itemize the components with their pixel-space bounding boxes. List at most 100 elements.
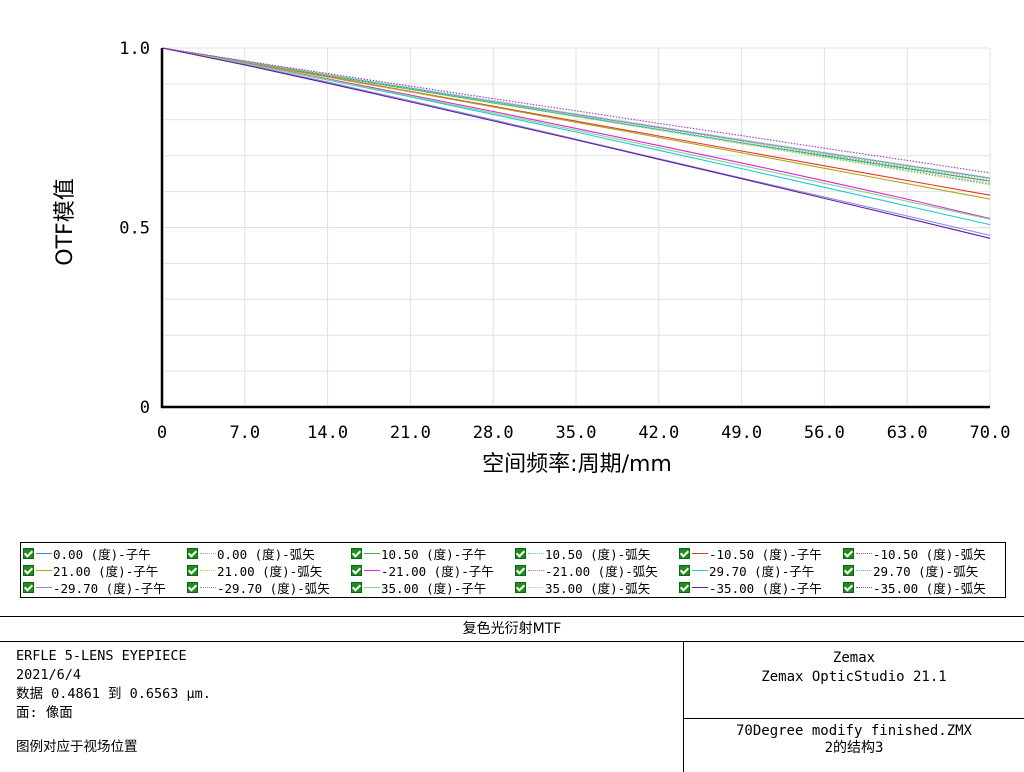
legend-checkbox[interactable] <box>515 565 526 576</box>
series-line-9 <box>161 47 991 220</box>
legend-swatch <box>200 553 216 554</box>
legend-item: 21.00 (度)-弧矢 <box>187 561 351 580</box>
footer-horizontal-divider <box>683 718 1024 719</box>
software-block: Zemax Zemax OpticStudio 21.1 <box>684 649 1024 687</box>
date: 2021/6/4 <box>16 667 82 683</box>
legend-swatch <box>200 587 216 588</box>
x-tick-label: 0 <box>157 423 167 443</box>
legend-checkbox[interactable] <box>187 548 198 559</box>
legend-item: -21.00 (度)-弧矢 <box>515 561 679 580</box>
x-tick-label: 21.0 <box>390 423 431 443</box>
legend-row: -29.70 (度)-子午 -29.70 (度)-弧矢 35.00 (度)-子午 35… <box>23 579 1005 596</box>
legend-note: 图例对应于视场位置 <box>16 739 138 755</box>
legend-label: -10.50 (度)-弧矢 <box>873 547 986 562</box>
legend-swatch <box>856 570 872 571</box>
legend-swatch <box>364 587 380 588</box>
legend-item: -35.00 (度)-子午 <box>679 578 843 597</box>
x-tick-label: 49.0 <box>721 423 762 443</box>
x-tick-label: 42.0 <box>638 423 679 443</box>
x-tick-label: 28.0 <box>473 423 514 443</box>
legend-checkbox[interactable] <box>515 582 526 593</box>
series-line-1 <box>161 47 991 179</box>
legend-item: -10.50 (度)-弧矢 <box>843 544 1003 563</box>
legend-checkbox[interactable] <box>679 565 690 576</box>
legend-checkbox[interactable] <box>23 548 34 559</box>
legend-checkbox[interactable] <box>23 582 34 593</box>
footer-vertical-divider <box>683 642 684 772</box>
legend-label: 35.00 (度)-子午 <box>381 581 487 596</box>
series-line-8 <box>161 47 991 186</box>
legend-swatch <box>856 587 872 588</box>
legend-checkbox[interactable] <box>843 582 854 593</box>
legend-checkbox[interactable] <box>679 548 690 559</box>
series-line-15 <box>161 47 991 220</box>
legend-checkbox[interactable] <box>843 548 854 559</box>
legend-item: -21.00 (度)-子午 <box>351 561 515 580</box>
legend-item: -10.50 (度)-子午 <box>679 544 843 563</box>
y-tick-labels: 0 0.5 1.0 <box>119 39 150 418</box>
legend-label: 10.50 (度)-子午 <box>381 547 487 562</box>
legend-item: 35.00 (度)-弧矢 <box>515 578 679 597</box>
legend-swatch <box>692 553 708 554</box>
legend-item: 0.00 (度)-弧矢 <box>187 544 351 563</box>
legend-swatch <box>36 553 52 554</box>
legend-checkbox[interactable] <box>351 548 362 559</box>
series-line-12 <box>161 47 991 184</box>
software-version: Zemax OpticStudio 21.1 <box>761 669 947 685</box>
file-name: 70Degree modify finished.ZMX <box>735 723 972 739</box>
series-line-17 <box>161 47 991 239</box>
legend-checkbox[interactable] <box>23 565 34 576</box>
info-left-block: ERFLE 5-LENS EYEPIECE 2021/6/4 数据 0.4861… <box>16 647 211 757</box>
legend-item: 10.50 (度)-子午 <box>351 544 515 563</box>
x-tick-label: 56.0 <box>804 423 845 443</box>
legend-item: 21.00 (度)-子午 <box>23 561 187 580</box>
legend-label: -35.00 (度)-弧矢 <box>873 581 986 596</box>
chart-series <box>161 47 991 239</box>
y-tick-label: 1.0 <box>119 39 150 59</box>
legend-label: -21.00 (度)-弧矢 <box>545 564 658 579</box>
legend-item: 0.00 (度)-子午 <box>23 544 187 563</box>
legend-item: 29.70 (度)-子午 <box>679 561 843 580</box>
legend-label: -29.70 (度)-弧矢 <box>217 581 330 596</box>
software-vendor: Zemax <box>832 650 876 666</box>
mtf-chart: 0 7.0 14.0 21.0 28.0 35.0 42.0 49.0 56.0 63.0 70.0… <box>53 39 1011 477</box>
surface: 面: 像面 <box>16 705 73 721</box>
y-tick-label: 0.5 <box>119 219 150 239</box>
legend-checkbox[interactable] <box>351 582 362 593</box>
x-tick-labels: 0 7.0 14.0 21.0 28.0 35.0 42.0 49.0 56.0 63.0 70.0 <box>157 423 1011 443</box>
y-tick-label: 0 <box>140 398 150 418</box>
info-footer: 复色光衍射MTF ERFLE 5-LENS EYEPIECE 2021/6/4 … <box>0 616 1024 772</box>
legend-label: 0.00 (度)-弧矢 <box>217 547 315 562</box>
legend-swatch <box>528 570 544 571</box>
legend-row: 0.00 (度)-子午 0.00 (度)-弧矢 10.50 (度)-子午 10.50 … <box>23 545 1005 562</box>
legend-swatch <box>36 570 52 571</box>
legend-checkbox[interactable] <box>351 565 362 576</box>
x-axis-label: 空间频率:周期/mm <box>482 452 672 477</box>
y-axis-label: OTF模值 <box>53 178 78 265</box>
legend-label: 29.70 (度)-弧矢 <box>873 564 979 579</box>
legend-swatch <box>528 553 544 554</box>
legend-label: 35.00 (度)-弧矢 <box>545 581 651 596</box>
x-tick-label: 63.0 <box>887 423 928 443</box>
legend-checkbox[interactable] <box>187 565 198 576</box>
legend-label: 21.00 (度)-弧矢 <box>217 564 323 579</box>
x-tick-label: 14.0 <box>307 423 348 443</box>
configuration: 2的结构3 <box>824 740 884 756</box>
legend-label: -10.50 (度)-子午 <box>709 547 822 562</box>
legend-swatch <box>528 587 544 588</box>
legend-label: 0.00 (度)-子午 <box>53 547 151 562</box>
legend-checkbox[interactable] <box>843 565 854 576</box>
legend-swatch <box>364 553 380 554</box>
plot-title: 复色光衍射MTF <box>0 617 1024 642</box>
chart-grid <box>162 47 991 407</box>
legend-item: -29.70 (度)-子午 <box>23 578 187 597</box>
legend-row: 21.00 (度)-子午 21.00 (度)-弧矢 -21.00 (度)-子午 -21… <box>23 562 1005 579</box>
legend-checkbox[interactable] <box>679 582 690 593</box>
legend-swatch <box>36 587 52 588</box>
legend-checkbox[interactable] <box>187 582 198 593</box>
legend-swatch <box>364 570 380 571</box>
legend-checkbox[interactable] <box>515 548 526 559</box>
file-block: 70Degree modify finished.ZMX 2的结构3 <box>684 723 1024 757</box>
series-line-7 <box>161 47 991 200</box>
chart-legend: 0.00 (度)-子午 0.00 (度)-弧矢 10.50 (度)-子午 10.50 … <box>20 542 1006 598</box>
